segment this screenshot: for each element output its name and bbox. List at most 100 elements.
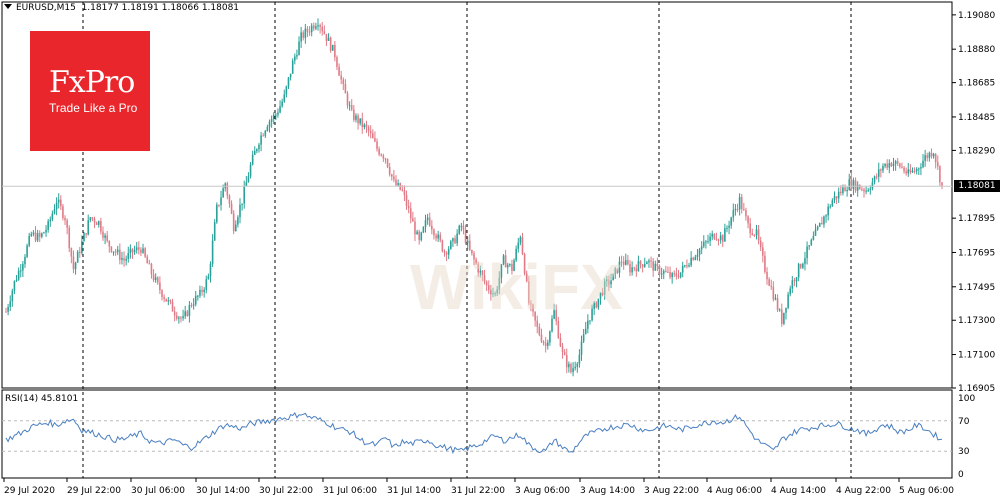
candle-up [705, 241, 707, 243]
candle-up [795, 277, 798, 282]
candle-down [538, 326, 541, 335]
candle-down [405, 195, 408, 206]
candle-down [374, 138, 376, 142]
candle-up [574, 366, 576, 369]
candle-down [409, 208, 412, 219]
candle-down [850, 179, 853, 189]
candle-down [159, 282, 161, 291]
candle-down [481, 270, 484, 276]
candle-down [414, 221, 416, 235]
candle-down [762, 247, 764, 256]
candle-up [738, 197, 741, 210]
chart-background [1, 1, 953, 479]
candle-up [121, 258, 123, 260]
candle-up [53, 209, 56, 214]
candle-down [344, 84, 347, 94]
candle-down [736, 208, 739, 210]
candle-up [355, 115, 357, 120]
candle-down [521, 237, 524, 255]
candle-down [890, 163, 893, 167]
candle-up [580, 341, 583, 355]
candle-up [426, 217, 429, 221]
candle-up [199, 289, 201, 296]
candle-down [840, 191, 842, 194]
candle-down [110, 246, 113, 252]
candle-down [905, 171, 907, 174]
candle-down [770, 285, 773, 287]
candle-down [473, 253, 475, 260]
candle-up [831, 200, 834, 207]
candle-down [620, 261, 623, 263]
time-tick-label: 29 Jul 22:00 [67, 486, 121, 496]
candle-up [833, 196, 836, 201]
candle-down [936, 162, 939, 167]
candle-up [700, 246, 703, 250]
candle-up [519, 237, 522, 243]
candle-down [433, 229, 435, 236]
rsi-axis: 0 30 70 100 [958, 394, 975, 480]
candle-down [835, 196, 838, 199]
candle-up [450, 241, 452, 249]
dropdown-triangle-icon[interactable] [4, 4, 12, 9]
rsi-label: RSI(14) 45.8101 [5, 394, 79, 404]
candle-down [152, 274, 155, 281]
candle-down [485, 281, 488, 286]
candle-down [369, 130, 372, 134]
candle-up [694, 256, 697, 260]
candle-up [49, 219, 52, 222]
candle-up [287, 77, 290, 87]
candle-up [253, 151, 256, 155]
candle-down [323, 31, 326, 34]
candle-down [180, 317, 182, 319]
candle-down [753, 234, 756, 236]
candle-down [863, 189, 865, 192]
candle-down [780, 309, 783, 324]
candle-up [125, 258, 127, 261]
candle-up [829, 206, 832, 208]
candle-up [517, 242, 520, 249]
candle-down [321, 26, 324, 32]
candle-up [877, 169, 880, 177]
candle-up [810, 239, 813, 246]
candle-up [907, 169, 910, 174]
candle-up [774, 298, 777, 300]
candle-down [443, 251, 446, 253]
candle-up [220, 197, 222, 205]
candle-down [675, 273, 678, 277]
candle-down [218, 204, 220, 206]
candle-down [64, 217, 66, 221]
candle-down [91, 217, 94, 219]
candle-up [397, 183, 399, 186]
candle-up [15, 279, 18, 281]
price-tick-label: 1.19080 [958, 11, 995, 21]
candle-up [300, 32, 302, 42]
candle-up [884, 163, 886, 166]
candle-up [643, 264, 646, 267]
candle-up [289, 73, 292, 78]
candle-up [420, 232, 423, 241]
candle-down [201, 289, 203, 292]
candle-up [272, 114, 275, 120]
candle-down [93, 218, 96, 223]
candle-down [163, 297, 165, 299]
candle-up [479, 270, 482, 273]
candle-down [536, 320, 539, 327]
candle-up [734, 208, 737, 211]
candle-up [869, 188, 872, 191]
candle-up [614, 268, 617, 274]
candle-down [715, 238, 718, 240]
candle-up [331, 44, 334, 51]
candle-up [127, 252, 130, 259]
candle-up [818, 223, 821, 227]
candle-up [270, 119, 273, 122]
candle-up [277, 112, 279, 115]
candle-up [597, 298, 600, 308]
candle-down [635, 268, 638, 272]
candle-down [468, 240, 471, 250]
candle-up [848, 179, 851, 190]
candle-down [173, 311, 176, 316]
candle-up [711, 233, 714, 237]
candle-up [587, 320, 589, 329]
candle-up [928, 152, 931, 158]
candle-down [542, 341, 545, 344]
